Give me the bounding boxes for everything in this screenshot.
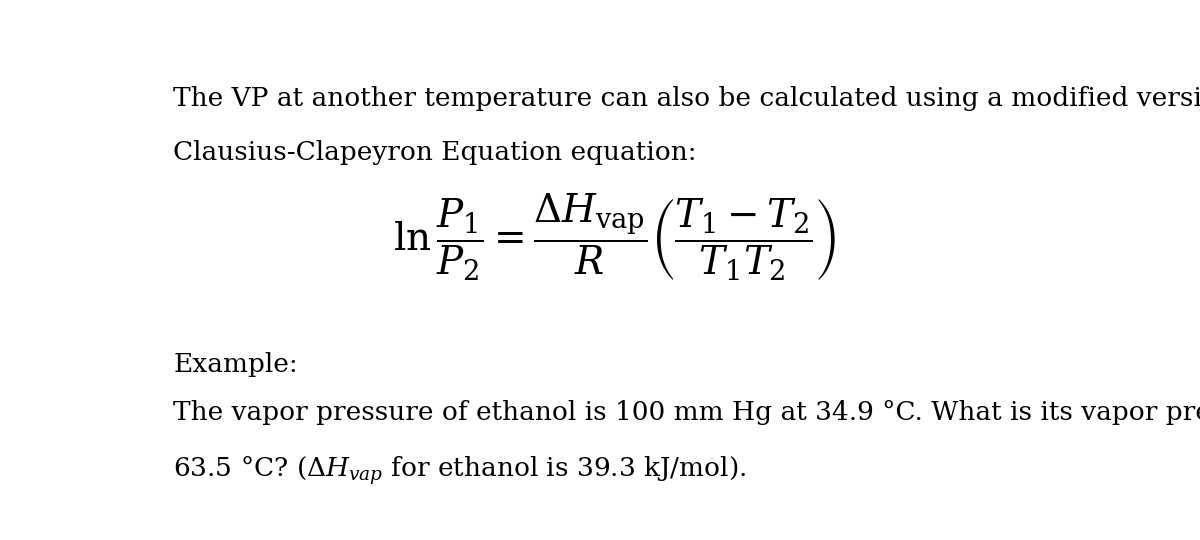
Text: 63.5 °C? ($\Delta H_{vap}$ for ethanol is 39.3 kJ/mol).: 63.5 °C? ($\Delta H_{vap}$ for ethanol i… [173, 454, 746, 487]
Text: The vapor pressure of ethanol is 100 mm Hg at 34.9 °C. What is its vapor pressur: The vapor pressure of ethanol is 100 mm … [173, 400, 1200, 424]
Text: Example:: Example: [173, 352, 298, 377]
Text: The VP at another temperature can also be calculated using a modified version of: The VP at another temperature can also b… [173, 85, 1200, 111]
Text: $\ln\dfrac{P_1}{P_2} = \dfrac{\Delta H_{\rm vap}}{R}\left(\dfrac{T_1-T_2}{T_1 T_: $\ln\dfrac{P_1}{P_2} = \dfrac{\Delta H_{… [394, 192, 836, 284]
Text: Clausius-Clapeyron Equation equation:: Clausius-Clapeyron Equation equation: [173, 140, 697, 165]
